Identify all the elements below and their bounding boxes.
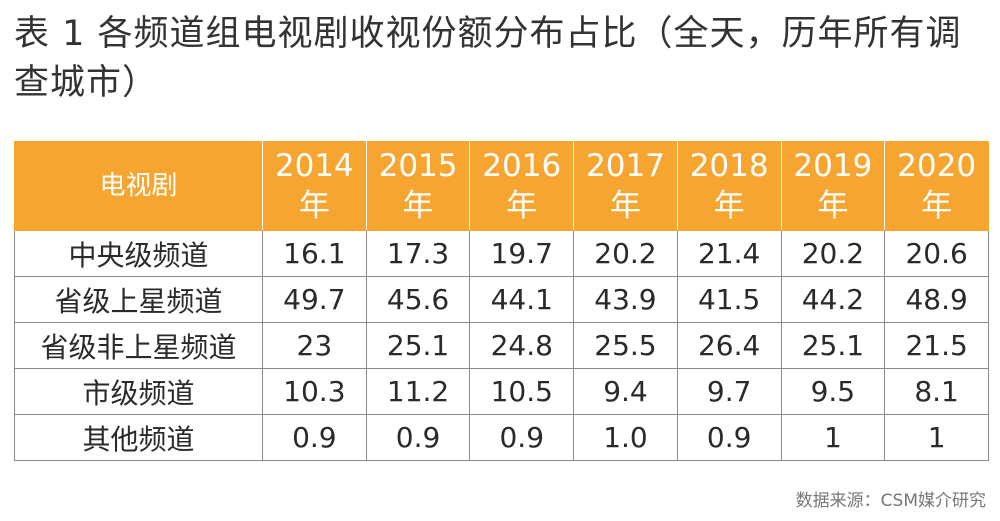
year-header-2020: 2020 年: [884, 141, 989, 231]
share-table: 电视剧 2014 年 2015 年 2016 年 2017 年 2018 年 2019 年 2020 年 …: [14, 141, 989, 461]
year-label: 2019: [793, 148, 873, 184]
year-label: 2017: [586, 148, 665, 184]
table-cell: 1: [780, 414, 886, 461]
year-header-2015: 2015 年: [365, 141, 471, 231]
table-row: 省级非上星频道 23 25.1 24.8 25.5 26.4 25.1 21.5: [14, 322, 989, 369]
table-cell: 20.2: [780, 230, 886, 277]
table-cell: 49.7: [262, 276, 367, 323]
table-cell: 44.2: [780, 276, 886, 323]
table-cell: 16.1: [262, 230, 367, 277]
table-row: 中央级频道 16.1 17.3 19.7 20.2 21.4 20.2 20.6: [14, 230, 989, 277]
row-label: 中央级频道: [14, 230, 263, 277]
year-suffix: 年: [506, 188, 538, 224]
table-cell: 1: [884, 414, 989, 461]
table-header: 电视剧 2014 年 2015 年 2016 年 2017 年 2018 年 2019 年 2020 年: [14, 141, 989, 231]
table-cell: 0.9: [262, 414, 367, 461]
table-cell: 23: [262, 322, 367, 369]
table-cell: 48.9: [884, 276, 989, 323]
year-header-2019: 2019 年: [780, 141, 886, 231]
table-cell: 9.7: [676, 368, 782, 415]
table-cell: 24.8: [469, 322, 575, 369]
header-row: 电视剧 2014 年 2015 年 2016 年 2017 年 2018 年 2019 年 2020 年: [14, 141, 989, 231]
table-cell: 0.9: [676, 414, 782, 461]
table-row: 其他频道 0.9 0.9 0.9 1.0 0.9 1 1: [14, 414, 989, 461]
table-cell: 25.5: [573, 322, 678, 369]
table-cell: 21.4: [676, 230, 782, 277]
table-cell: 20.6: [884, 230, 989, 277]
table-cell: 20.2: [573, 230, 678, 277]
year-header-2018: 2018 年: [676, 141, 782, 231]
table-row: 省级上星频道 49.7 45.6 44.1 43.9 41.5 44.2 48.9: [14, 276, 989, 323]
table-cell: 1.0: [573, 414, 678, 461]
table-cell: 9.5: [780, 368, 886, 415]
table-cell: 21.5: [884, 322, 989, 369]
year-label: 2018: [689, 148, 769, 184]
year-label: 2020: [897, 148, 977, 184]
table-cell: 8.1: [884, 368, 989, 415]
row-label: 省级上星频道: [14, 276, 263, 323]
table-body: 中央级频道 16.1 17.3 19.7 20.2 21.4 20.2 20.6 省级上星频道 4…: [14, 230, 989, 461]
table-cell: 0.9: [469, 414, 575, 461]
year-suffix: 年: [298, 188, 330, 224]
year-suffix: 年: [817, 188, 849, 224]
table-cell: 43.9: [573, 276, 678, 323]
table-cell: 10.3: [262, 368, 367, 415]
table-cell: 17.3: [365, 230, 471, 277]
year-header-2017: 2017 年: [573, 141, 678, 231]
year-label: 2015: [378, 148, 458, 184]
table-cell: 19.7: [469, 230, 575, 277]
table-cell: 10.5: [469, 368, 575, 415]
table-cell: 25.1: [780, 322, 886, 369]
share-table-container: 电视剧 2014 年 2015 年 2016 年 2017 年 2018 年 2019 年 2020 年 …: [14, 141, 989, 461]
table-cell: 44.1: [469, 276, 575, 323]
table-cell: 9.4: [573, 368, 678, 415]
source-note: 数据来源：CSM媒介研究: [795, 491, 986, 511]
year-label: 2016: [482, 148, 562, 184]
table-cell: 45.6: [365, 276, 471, 323]
year-suffix: 年: [609, 188, 641, 224]
year-header-2016: 2016 年: [469, 141, 575, 231]
row-label: 省级非上星频道: [14, 322, 263, 369]
table-cell: 0.9: [365, 414, 471, 461]
table-cell: 11.2: [365, 368, 471, 415]
table-cell: 25.1: [365, 322, 471, 369]
year-suffix: 年: [402, 188, 434, 224]
year-header-2014: 2014 年: [262, 141, 367, 231]
table-row: 市级频道 10.3 11.2 10.5 9.4 9.7 9.5 8.1: [14, 368, 989, 415]
year-suffix: 年: [713, 188, 745, 224]
year-label: 2014: [274, 148, 354, 184]
row-label: 其他频道: [14, 414, 263, 461]
table-cell: 26.4: [676, 322, 782, 369]
row-header-cell: 电视剧: [14, 141, 263, 231]
table-title: 表 1 各频道组电视剧收视份额分布占比（全天，历年所有调查城市）: [14, 14, 962, 103]
year-suffix: 年: [921, 188, 953, 224]
table-cell: 41.5: [676, 276, 782, 323]
row-label: 市级频道: [14, 368, 263, 415]
